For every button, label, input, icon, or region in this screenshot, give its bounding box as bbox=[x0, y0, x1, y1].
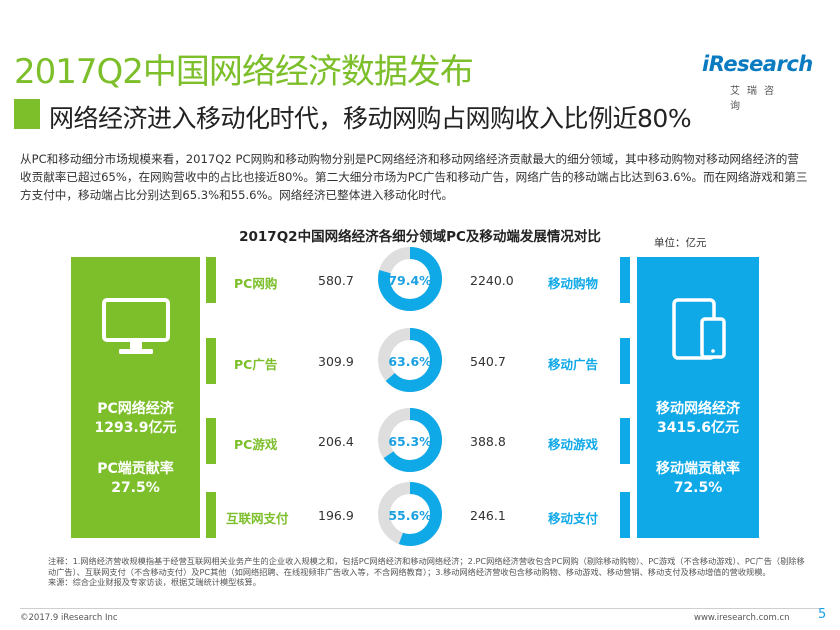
page-subtitle: 网络经济进入移动化时代，移动网购占网购收入比例近80% bbox=[49, 104, 692, 133]
mobile-economy-label: 移动网络经济 bbox=[656, 401, 740, 417]
monitor-icon bbox=[102, 298, 170, 354]
iresearch-logo: iResearch 艾瑞咨询 bbox=[692, 48, 813, 112]
pc-segment-value: 196.9 bbox=[318, 508, 354, 523]
pc-row-bar bbox=[206, 257, 216, 303]
mobile-summary-panel: 移动网络经济 3415.6亿元 移动端贡献率 72.5% bbox=[637, 257, 759, 538]
chart-title: 2017Q2中国网络经济各细分领域PC及移动端发展情况对比 bbox=[239, 229, 601, 245]
mobile-devices-icon bbox=[672, 298, 726, 360]
donut-center bbox=[391, 495, 429, 533]
mobile-segment-value: 2240.0 bbox=[470, 273, 514, 288]
page-title: 2017Q2中国网络经济数据发布 bbox=[14, 52, 474, 92]
mobile-segment-value: 388.8 bbox=[470, 434, 506, 449]
mobile-share-label: 55.6% bbox=[388, 508, 432, 523]
mobile-row-bar bbox=[620, 418, 630, 464]
mobile-share-donut bbox=[378, 482, 442, 546]
pc-segment-label: PC游戏 bbox=[234, 437, 278, 452]
mobile-share-arc bbox=[378, 328, 442, 392]
pc-contribution-label: PC端贡献率 bbox=[97, 461, 174, 477]
mobile-segment-label: 移动购物 bbox=[548, 276, 599, 291]
logo-subtitle: 艾瑞咨询 bbox=[730, 86, 781, 112]
mobile-contribution-label: 移动端贡献率 bbox=[656, 461, 740, 477]
pc-segment-value: 580.7 bbox=[318, 273, 354, 288]
pc-economy-label: PC网络经济 bbox=[97, 401, 174, 417]
website-link[interactable]: www.iresearch.com.cn bbox=[694, 613, 790, 623]
mobile-share-label: 63.6% bbox=[388, 354, 432, 369]
mobile-share-arc bbox=[378, 482, 442, 546]
mobile-segment-label: 移动游戏 bbox=[548, 437, 599, 452]
mobile-row-bar bbox=[620, 338, 630, 384]
mobile-segment-value: 540.7 bbox=[470, 354, 506, 369]
source-text: 来源：综合企业财报及专家访谈，根据艾瑞统计模型核算。 bbox=[48, 577, 261, 587]
donut-center bbox=[391, 421, 429, 459]
mobile-contribution-value: 72.5% bbox=[673, 480, 723, 496]
mobile-segment-label: 移动广告 bbox=[548, 357, 599, 372]
copyright-text: ©2017.9 iResearch Inc bbox=[20, 613, 118, 623]
pc-row-bar bbox=[206, 418, 216, 464]
pc-row-bar bbox=[206, 338, 216, 384]
logo-wordmark: iResearch bbox=[702, 52, 813, 76]
description-paragraph: 从PC和移动细分市场规模来看，2017Q2 PC网购和移动购物分别是PC网络经济… bbox=[20, 152, 808, 202]
mobile-row-bar bbox=[620, 257, 630, 303]
mobile-share-donut bbox=[378, 247, 442, 311]
mobile-share-arc bbox=[378, 247, 442, 311]
pc-segment-value: 309.9 bbox=[318, 354, 354, 369]
unit-label: 单位：亿元 bbox=[654, 237, 707, 249]
mobile-row-bar bbox=[620, 492, 630, 538]
mobile-share-label: 65.3% bbox=[388, 434, 432, 449]
footer-divider bbox=[20, 608, 820, 609]
page-number: 5 bbox=[818, 607, 827, 622]
mobile-economy-value: 3415.6亿元 bbox=[656, 420, 740, 436]
pc-summary-panel: PC网络经济 1293.9亿元 PC端贡献率 27.5% bbox=[71, 257, 200, 538]
pc-segment-label: 互联网支付 bbox=[226, 511, 289, 526]
mobile-share-donut bbox=[378, 328, 442, 392]
pc-row-bar bbox=[206, 492, 216, 538]
mobile-share-label: 79.4% bbox=[388, 273, 432, 288]
mobile-segment-value: 246.1 bbox=[470, 508, 506, 523]
footer-notes: 注释：1.网络经济营收规模指基于经营互联网相关业务产生的企业收入规模之和，包括P… bbox=[48, 556, 808, 588]
donut-center bbox=[391, 260, 429, 298]
pc-segment-value: 206.4 bbox=[318, 434, 354, 449]
pc-contribution-value: 27.5% bbox=[111, 480, 160, 496]
mobile-share-donut bbox=[378, 408, 442, 472]
title-accent-bar bbox=[14, 99, 40, 129]
pc-segment-label: PC广告 bbox=[234, 357, 278, 372]
footnote-text: 注释：1.网络经济营收规模指基于经营互联网相关业务产生的企业收入规模之和，包括P… bbox=[48, 556, 805, 577]
donut-center bbox=[391, 341, 429, 379]
mobile-segment-label: 移动支付 bbox=[548, 511, 599, 526]
mobile-share-arc bbox=[378, 408, 442, 472]
pc-segment-label: PC网购 bbox=[234, 276, 278, 291]
pc-economy-value: 1293.9亿元 bbox=[94, 420, 177, 436]
